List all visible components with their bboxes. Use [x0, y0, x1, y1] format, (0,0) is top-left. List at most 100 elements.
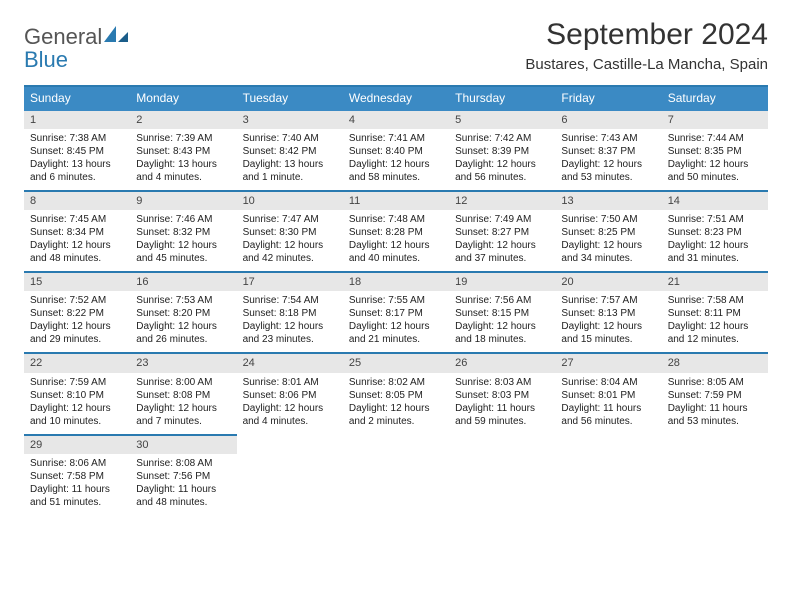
- sunrise-text: Sunrise: 7:41 AM: [349, 132, 443, 145]
- sunset-text: Sunset: 8:45 PM: [30, 145, 124, 158]
- day-body-row: Sunrise: 7:38 AMSunset: 8:45 PMDaylight:…: [24, 129, 768, 190]
- day-number: 2: [130, 111, 236, 129]
- sunrise-text: Sunrise: 7:57 AM: [561, 294, 655, 307]
- day-cell: Sunrise: 7:44 AMSunset: 8:35 PMDaylight:…: [662, 129, 768, 190]
- day-body-row: Sunrise: 7:52 AMSunset: 8:22 PMDaylight:…: [24, 291, 768, 352]
- sunrise-text: Sunrise: 7:48 AM: [349, 213, 443, 226]
- day-cell: Sunrise: 7:47 AMSunset: 8:30 PMDaylight:…: [237, 210, 343, 271]
- day-cell: Sunrise: 7:49 AMSunset: 8:27 PMDaylight:…: [449, 210, 555, 271]
- title-block: September 2024 Bustares, Castille-La Man…: [525, 18, 768, 73]
- day-cell: Sunrise: 7:51 AMSunset: 8:23 PMDaylight:…: [662, 210, 768, 271]
- empty-cell: [343, 454, 449, 515]
- daylight-text: Daylight: 12 hours and 4 minutes.: [243, 402, 337, 428]
- sunset-text: Sunset: 7:59 PM: [668, 389, 762, 402]
- daylight-text: Daylight: 12 hours and 23 minutes.: [243, 320, 337, 346]
- sunrise-text: Sunrise: 8:02 AM: [349, 376, 443, 389]
- daylight-text: Daylight: 12 hours and 42 minutes.: [243, 239, 337, 265]
- daylight-text: Daylight: 12 hours and 45 minutes.: [136, 239, 230, 265]
- daylight-text: Daylight: 12 hours and 15 minutes.: [561, 320, 655, 346]
- day-cell: Sunrise: 7:56 AMSunset: 8:15 PMDaylight:…: [449, 291, 555, 352]
- day-number: 24: [237, 354, 343, 372]
- sunset-text: Sunset: 8:17 PM: [349, 307, 443, 320]
- daylight-text: Daylight: 12 hours and 48 minutes.: [30, 239, 124, 265]
- weekday-header: Monday: [130, 87, 236, 111]
- empty-cell: [662, 436, 768, 454]
- sunrise-text: Sunrise: 8:01 AM: [243, 376, 337, 389]
- daylight-text: Daylight: 13 hours and 4 minutes.: [136, 158, 230, 184]
- day-number-row: 2930: [24, 436, 768, 454]
- daylight-text: Daylight: 12 hours and 50 minutes.: [668, 158, 762, 184]
- day-cell: Sunrise: 8:00 AMSunset: 8:08 PMDaylight:…: [130, 373, 236, 434]
- sunrise-text: Sunrise: 7:42 AM: [455, 132, 549, 145]
- sunset-text: Sunset: 8:22 PM: [30, 307, 124, 320]
- day-cell: Sunrise: 7:46 AMSunset: 8:32 PMDaylight:…: [130, 210, 236, 271]
- empty-cell: [237, 454, 343, 515]
- weekday-header: Friday: [555, 87, 661, 111]
- sunrise-text: Sunrise: 7:55 AM: [349, 294, 443, 307]
- day-cell: Sunrise: 7:58 AMSunset: 8:11 PMDaylight:…: [662, 291, 768, 352]
- sunrise-text: Sunrise: 7:44 AM: [668, 132, 762, 145]
- sunset-text: Sunset: 8:27 PM: [455, 226, 549, 239]
- day-number-row: 891011121314: [24, 192, 768, 210]
- sunset-text: Sunset: 8:37 PM: [561, 145, 655, 158]
- sunset-text: Sunset: 8:28 PM: [349, 226, 443, 239]
- day-cell: Sunrise: 7:54 AMSunset: 8:18 PMDaylight:…: [237, 291, 343, 352]
- daylight-text: Daylight: 12 hours and 7 minutes.: [136, 402, 230, 428]
- day-number: 3: [237, 111, 343, 129]
- day-cell: Sunrise: 7:53 AMSunset: 8:20 PMDaylight:…: [130, 291, 236, 352]
- day-cell: Sunrise: 8:03 AMSunset: 8:03 PMDaylight:…: [449, 373, 555, 434]
- daylight-text: Daylight: 11 hours and 56 minutes.: [561, 402, 655, 428]
- sunrise-text: Sunrise: 7:53 AM: [136, 294, 230, 307]
- empty-cell: [555, 436, 661, 454]
- day-number: 18: [343, 273, 449, 291]
- day-body-row: Sunrise: 7:45 AMSunset: 8:34 PMDaylight:…: [24, 210, 768, 271]
- weekday-header: Saturday: [662, 87, 768, 111]
- sunrise-text: Sunrise: 8:03 AM: [455, 376, 549, 389]
- sunrise-text: Sunrise: 7:52 AM: [30, 294, 124, 307]
- day-number: 10: [237, 192, 343, 210]
- day-body-row: Sunrise: 7:59 AMSunset: 8:10 PMDaylight:…: [24, 373, 768, 434]
- day-number: 8: [24, 192, 130, 210]
- daylight-text: Daylight: 12 hours and 29 minutes.: [30, 320, 124, 346]
- daylight-text: Daylight: 12 hours and 18 minutes.: [455, 320, 549, 346]
- day-cell: Sunrise: 8:04 AMSunset: 8:01 PMDaylight:…: [555, 373, 661, 434]
- daylight-text: Daylight: 12 hours and 56 minutes.: [455, 158, 549, 184]
- weekday-header: Wednesday: [343, 87, 449, 111]
- sunset-text: Sunset: 8:34 PM: [30, 226, 124, 239]
- day-number: 13: [555, 192, 661, 210]
- sunset-text: Sunset: 8:42 PM: [243, 145, 337, 158]
- empty-cell: [449, 454, 555, 515]
- day-number: 22: [24, 354, 130, 372]
- sunset-text: Sunset: 8:06 PM: [243, 389, 337, 402]
- sunrise-text: Sunrise: 7:49 AM: [455, 213, 549, 226]
- day-number: 6: [555, 111, 661, 129]
- sunrise-text: Sunrise: 7:39 AM: [136, 132, 230, 145]
- day-number: 15: [24, 273, 130, 291]
- empty-cell: [237, 436, 343, 454]
- day-cell: Sunrise: 8:06 AMSunset: 7:58 PMDaylight:…: [24, 454, 130, 515]
- day-number: 26: [449, 354, 555, 372]
- sunrise-text: Sunrise: 7:59 AM: [30, 376, 124, 389]
- weekday-header: Thursday: [449, 87, 555, 111]
- header: General Blue September 2024 Bustares, Ca…: [24, 18, 768, 73]
- sunset-text: Sunset: 8:18 PM: [243, 307, 337, 320]
- location: Bustares, Castille-La Mancha, Spain: [525, 56, 768, 73]
- day-number: 19: [449, 273, 555, 291]
- day-cell: Sunrise: 7:57 AMSunset: 8:13 PMDaylight:…: [555, 291, 661, 352]
- sunset-text: Sunset: 8:25 PM: [561, 226, 655, 239]
- day-number: 17: [237, 273, 343, 291]
- day-cell: Sunrise: 8:01 AMSunset: 8:06 PMDaylight:…: [237, 373, 343, 434]
- sunset-text: Sunset: 8:39 PM: [455, 145, 549, 158]
- sunset-text: Sunset: 8:08 PM: [136, 389, 230, 402]
- day-number: 7: [662, 111, 768, 129]
- daylight-text: Daylight: 12 hours and 34 minutes.: [561, 239, 655, 265]
- sunrise-text: Sunrise: 7:54 AM: [243, 294, 337, 307]
- sunrise-text: Sunrise: 8:04 AM: [561, 376, 655, 389]
- sunrise-text: Sunrise: 7:45 AM: [30, 213, 124, 226]
- logo-text: General Blue: [24, 24, 130, 71]
- day-number: 21: [662, 273, 768, 291]
- day-number-row: 15161718192021: [24, 273, 768, 291]
- daylight-text: Daylight: 12 hours and 21 minutes.: [349, 320, 443, 346]
- day-number: 23: [130, 354, 236, 372]
- logo-line2: Blue: [24, 47, 68, 72]
